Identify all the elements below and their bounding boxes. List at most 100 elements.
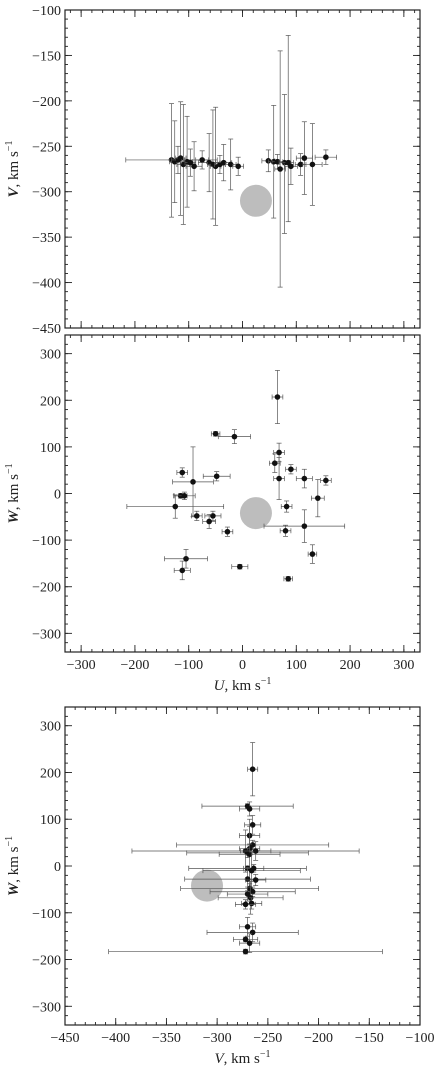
data-point	[288, 466, 294, 473]
data-point	[213, 473, 220, 480]
data-point	[301, 475, 308, 482]
plot-frame	[64, 706, 421, 1026]
data-point	[248, 900, 255, 907]
data-point	[172, 503, 179, 510]
x-tick-label: −250	[253, 1031, 282, 1046]
data-point	[242, 936, 249, 943]
y-tick-label: 0	[54, 860, 61, 875]
y-tick-label: 200	[40, 394, 61, 409]
x-tick-label: −200	[120, 658, 149, 673]
y-tick-label: −200	[32, 95, 61, 110]
data-point	[276, 475, 282, 482]
y-tick-label: −400	[32, 277, 61, 292]
data-point	[235, 163, 241, 170]
x-tick-label: −100	[174, 658, 203, 673]
data-point	[224, 528, 231, 535]
y-tick-label: 300	[40, 348, 61, 363]
data-point	[181, 493, 188, 499]
panel-middle-wu: −300 −200 −100 0 100 200 300 300 200 100 0 −100 −200…	[4, 334, 421, 694]
data-point	[191, 163, 197, 170]
data-point	[283, 503, 290, 510]
reference-circle	[239, 184, 272, 217]
data-point	[212, 431, 219, 437]
data-point	[199, 157, 205, 163]
x-axis-label: V, km s−1	[214, 1049, 270, 1067]
data-point	[179, 567, 186, 574]
x-tick-label: −300	[67, 658, 96, 673]
data-point	[309, 161, 316, 168]
y-tick-label: −350	[32, 231, 61, 246]
data-point	[227, 161, 234, 168]
data-point	[249, 888, 256, 895]
data-point	[309, 551, 316, 557]
data-point	[315, 495, 321, 501]
data-point	[282, 527, 289, 534]
y-tick-label: −150	[32, 49, 61, 64]
data-point	[246, 806, 253, 812]
y-tick-label: −200	[32, 581, 61, 596]
data-point	[249, 822, 256, 828]
x-tick-label: −100	[406, 1031, 435, 1046]
y-tick-label: −300	[32, 186, 61, 201]
y-tick-label: 300	[40, 720, 61, 735]
y-axis-label: W, km s−1	[4, 463, 22, 523]
x-tick-label: −150	[355, 1031, 384, 1046]
data-point	[277, 166, 283, 172]
data-point	[249, 842, 256, 848]
data-point	[248, 867, 255, 874]
data-point	[242, 901, 249, 908]
data-point	[242, 948, 249, 955]
data-point	[190, 479, 196, 485]
reference-circle	[239, 497, 272, 530]
x-axis-label: U, km s−1	[214, 676, 272, 694]
data-point	[231, 433, 238, 440]
x-tick-label: 200	[340, 658, 361, 673]
data-point	[271, 460, 278, 466]
y-tick-label: −100	[32, 907, 61, 922]
data-point	[177, 155, 184, 161]
data-point	[183, 555, 189, 562]
x-tick-label: −400	[101, 1031, 130, 1046]
x-tick-label: −450	[51, 1031, 80, 1046]
plot-frame	[64, 334, 421, 653]
y-tick-label: −100	[32, 534, 61, 549]
x-tick-label: −350	[152, 1031, 181, 1046]
data-point	[252, 848, 259, 854]
data-point	[252, 877, 259, 883]
data-point	[288, 163, 294, 170]
y-tick-label: 100	[40, 441, 61, 456]
x-tick-label: 100	[286, 658, 307, 673]
data-point	[244, 891, 251, 897]
y-tick-label: −100	[32, 4, 61, 19]
data-point	[179, 469, 186, 476]
x-tick-label: −300	[203, 1031, 232, 1046]
y-tick-label: 0	[54, 488, 61, 503]
data-point	[246, 851, 253, 858]
data-point	[246, 940, 253, 946]
data-point	[210, 513, 216, 519]
data-point	[206, 518, 212, 525]
data-point	[276, 449, 282, 456]
y-axis-label: V, km s−1	[4, 141, 22, 198]
data-point	[249, 929, 256, 936]
data-point	[193, 513, 200, 519]
y-tick-label: 100	[40, 813, 61, 828]
y-tick-label: −250	[32, 140, 61, 155]
data-point	[301, 523, 308, 529]
data-point	[244, 876, 251, 882]
x-tick-label: −200	[304, 1031, 333, 1046]
x-tick-label: 0	[239, 658, 246, 673]
data-point	[297, 161, 304, 168]
plot-frame	[64, 9, 421, 329]
data-point	[249, 766, 256, 772]
y-tick-label: −450	[32, 322, 61, 337]
y-axis-label: W, km s−1	[4, 836, 22, 896]
data-point	[274, 394, 281, 400]
data-point	[237, 563, 243, 570]
x-tick-label: 300	[393, 658, 414, 673]
y-tick-label: −300	[32, 627, 61, 642]
y-tick-label: −300	[32, 1000, 61, 1015]
panel-top-vu: −100 −150 −200 −250 −300 −350 −400 −450 V, km s−…	[4, 4, 421, 337]
data-point	[244, 923, 251, 930]
